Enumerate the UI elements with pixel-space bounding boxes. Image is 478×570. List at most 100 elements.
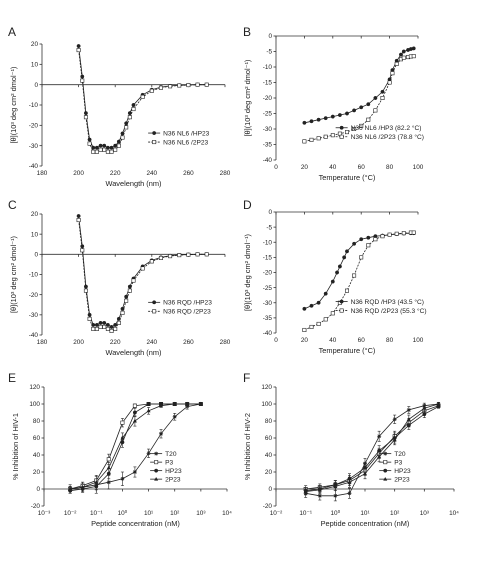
panel-d-series-1-point: [309, 303, 314, 308]
panel-c-series-2-point: [94, 326, 99, 331]
panel-b-series-2-point: [330, 133, 335, 138]
panel-a-y-tick-label: 10: [31, 62, 39, 69]
panel-b-series-2-point: [401, 55, 406, 60]
panel-b-series-2-point: [380, 96, 385, 101]
panel-a-series-2-point: [195, 82, 200, 87]
panel-d-y-tick-label: -5: [266, 224, 272, 231]
panel-f-series-3-point: [422, 412, 427, 417]
panel-b-series-1: [302, 46, 416, 125]
panel-f-series-1-point: [406, 407, 411, 412]
panel-c-legend-entry-2-point: [152, 309, 157, 314]
panel-f-series-4-point: [422, 406, 427, 410]
panel-b-series-2-point: [390, 71, 395, 76]
panel-f-y-label: % Inhibition of HIV-2: [243, 413, 252, 480]
panel-e-x-tick-label: 10¹: [144, 510, 153, 517]
panel-f-x-tick-label: 10⁻¹: [299, 510, 312, 517]
panel-a-series-2-point: [87, 141, 92, 146]
panel-c-series-2-point: [113, 326, 118, 331]
panel-e-series-4-point: [172, 401, 177, 406]
panel-e-y-label: % Inhibition of HIV-1: [11, 413, 20, 480]
panel-f-series-1-point: [392, 417, 397, 422]
panel-b-series-2-point: [316, 136, 321, 141]
panel-c-legend-entry-1-point: [152, 300, 157, 305]
panel-b-series-1-point: [316, 117, 321, 122]
panel-c-letter: C: [8, 198, 17, 212]
panel-d-letter: D: [243, 198, 252, 212]
panel-f-legend-entry-3: HP23: [394, 468, 411, 475]
panel-c-series-2-point: [158, 255, 163, 260]
panel-f-legend-entry-2-point: [383, 460, 388, 465]
panel-a-series-1-point: [116, 139, 121, 144]
panel-a-series-2-point: [204, 82, 209, 87]
panel-c-series-2-point: [149, 259, 154, 264]
panel-d-series-2-point: [359, 255, 364, 260]
panel-d-series-2-point: [323, 317, 328, 322]
panel-f-series-4: [303, 401, 441, 496]
panel-d-x-label: Temperature (°C): [319, 346, 376, 355]
panel-b-x-label: Temperature (°C): [319, 173, 376, 182]
panel-a-series-2-point: [177, 83, 182, 88]
panel-a-legend-entry-2-point: [152, 140, 157, 145]
panel-b-series-2-point: [344, 130, 349, 135]
panel-f-x-tick-label: 10⁴: [449, 510, 459, 517]
panel-b-series-2-point: [323, 134, 328, 139]
panel-b-series-2-point: [387, 80, 392, 85]
panel-f-letter: F: [243, 371, 250, 385]
panel-d-x-tick-label: 60: [358, 337, 366, 344]
panel-a-series-1-point: [109, 145, 114, 150]
panel-d-series-1-point: [359, 237, 364, 242]
panel-d-x-tick-label: 40: [329, 337, 337, 344]
panel-d-x-tick-label: 100: [413, 337, 424, 344]
panel-c-x-tick-label: 180: [37, 339, 48, 346]
panel-f-legend-entry-4: 2P23: [394, 476, 410, 483]
panel-b-y-tick-label: -5: [266, 49, 272, 56]
panel-a-series-1-point: [76, 44, 81, 48]
panel-e-series-4-point: [106, 465, 111, 470]
panel-e-series-4: [68, 401, 203, 492]
panel-d-y-tick-label: -10: [263, 239, 273, 246]
panel-d-series-1-point: [302, 306, 307, 311]
panel-f-legend-entry-1: T20: [394, 451, 406, 458]
panel-e-series-4-point: [132, 418, 137, 423]
panel-a-series-2-point: [102, 147, 107, 152]
panel-b-letter: B: [243, 25, 251, 39]
panel-b-series-1-point: [411, 46, 416, 51]
panel-b-series-2-point: [309, 137, 314, 142]
panel-f-y-tick-label: 80: [265, 418, 273, 425]
panel-a-series-2-point: [113, 147, 118, 152]
panel-c-series-2-point: [204, 252, 209, 257]
panel-b-x-tick-label: 40: [329, 164, 337, 171]
panel-c-series-2-point: [120, 310, 125, 315]
panel-b-series-2-point: [411, 54, 416, 59]
panel-c-y-tick-label: 0: [34, 252, 38, 259]
panel-c-series-2-point: [80, 248, 85, 253]
panel-b: B 0-5-10-15-20-25-30-35-400 20 40 60 80 100Tem…: [243, 25, 424, 182]
panel-b-series-2-point: [359, 123, 364, 128]
panel-d-series-1-point: [323, 291, 328, 296]
panel-a-series-1-point: [80, 74, 85, 79]
panel-f-series-3-line: [305, 406, 439, 492]
panel-d-series-2-point: [394, 231, 399, 236]
panel-e-series-4-point: [68, 486, 73, 491]
panel-a-series-2-point: [186, 83, 191, 88]
panel-a-x-tick-label: 240: [146, 170, 157, 177]
panel-e-y-tick-label: 20: [33, 469, 41, 476]
panel-f-y-tick-label: 100: [261, 401, 272, 408]
panel-e-legend-entry-3: HP23: [165, 468, 182, 475]
panel-f-y-tick-label: -20: [263, 503, 273, 510]
panel-a-series-1-point: [102, 143, 107, 148]
panel-b-legend-entry-1: N36 NL6 /HP3 (82.2 °C): [351, 124, 422, 132]
panel-e-series-2-point: [120, 420, 125, 425]
panel-e-legend-entry-3-point: [154, 468, 159, 473]
panel-d-x-tick-label: 0: [274, 337, 278, 344]
panel-b-series-2: [302, 54, 416, 144]
panel-a-series-1-point: [91, 145, 96, 150]
panel-f-series-4-point: [377, 454, 382, 459]
panel-a-series-2-point: [98, 147, 103, 152]
panel-b-y-tick-label: -10: [263, 64, 273, 71]
panel-d-series-1-point: [316, 300, 321, 305]
panel-f-series-1-line: [305, 403, 439, 497]
panel-f-legend-entry-1-point: [383, 451, 388, 456]
